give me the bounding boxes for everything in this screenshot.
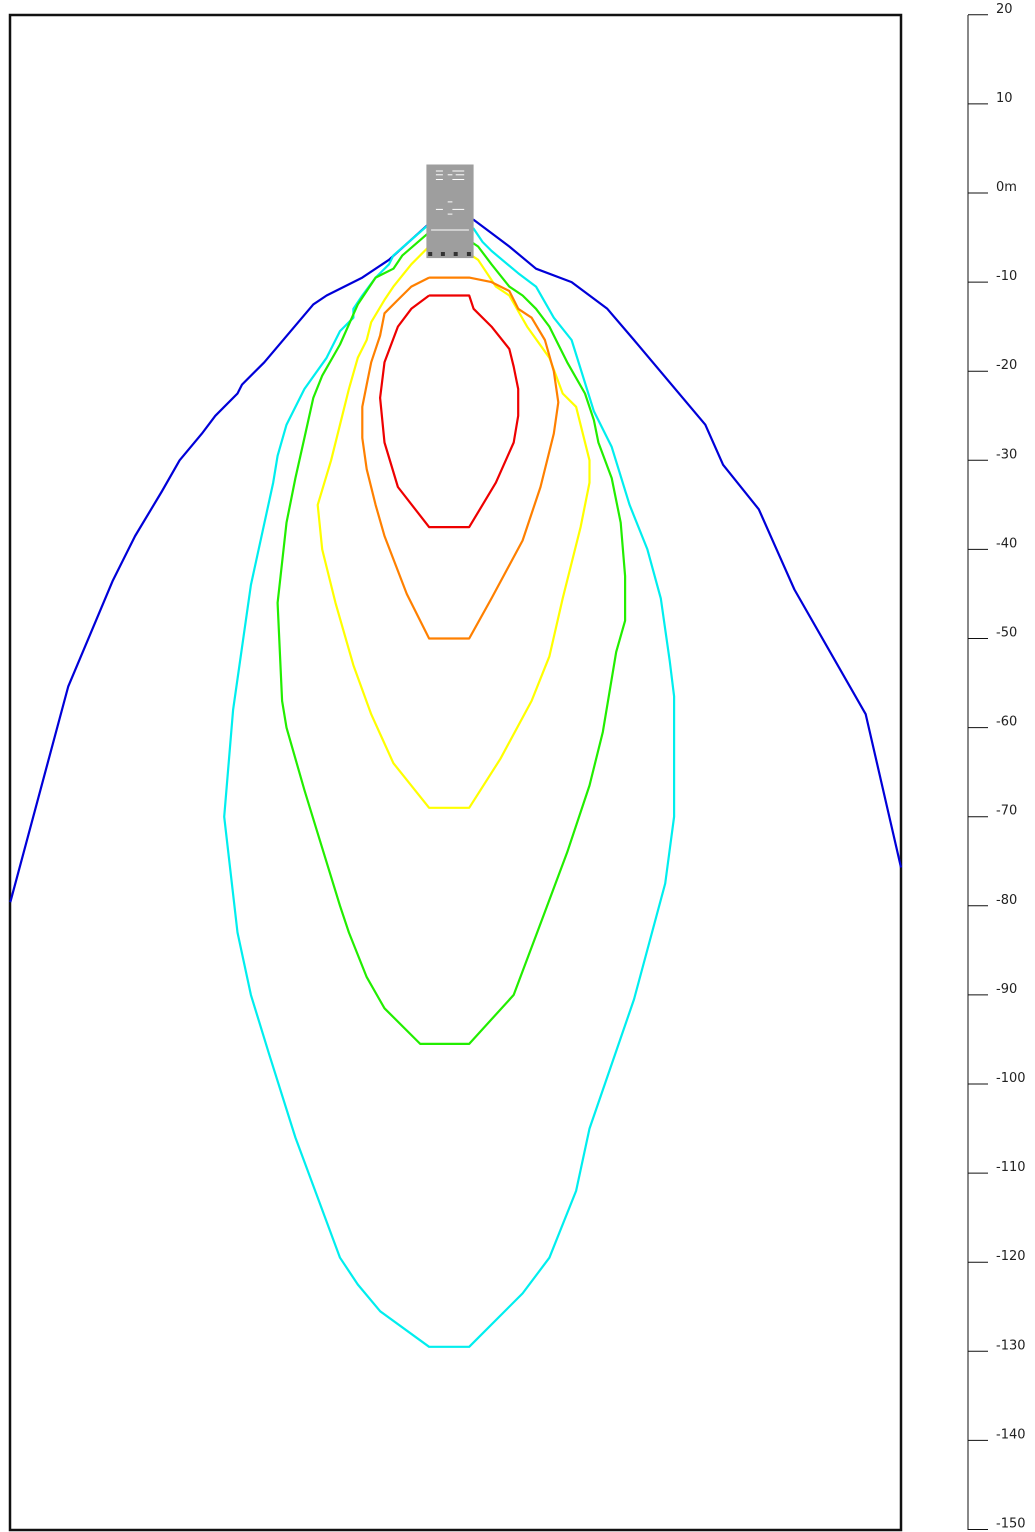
depth-scale: 20 10 0m -10 -20 -30 -40 -50 -60 -70 -80 -90 -100 -11… [967, 2, 1026, 1532]
vessel-detail [440, 252, 445, 256]
vessel-body [426, 164, 474, 259]
contour-green [276, 227, 627, 1046]
vessel-detail [453, 252, 458, 256]
vessel-icon [426, 164, 474, 259]
contour-lines [9, 218, 903, 1348]
scale-tick-label: -110 [996, 1160, 1026, 1175]
scale-tick-label: -70 [996, 804, 1017, 819]
scale-tick-label: 20 [996, 2, 1013, 17]
scale-tick-label: -90 [996, 982, 1017, 997]
scale-tick-label: -40 [996, 536, 1017, 551]
scale-tick-label: -80 [996, 893, 1017, 908]
scale-tick-label: -150 [996, 1517, 1026, 1532]
vessel-detail [466, 252, 471, 256]
vessel-detail [428, 252, 433, 256]
scale-tick-label: -10 [996, 269, 1017, 284]
contour-blue [9, 218, 903, 903]
scale-tick-label: -30 [996, 447, 1017, 462]
contour-red [379, 294, 520, 529]
scale-tick-label: -20 [996, 358, 1017, 373]
contour-cyan [223, 223, 676, 1348]
plot-frame [8, 13, 903, 1532]
scale-tick-label: -120 [996, 1249, 1026, 1264]
scale-tick-label: -50 [996, 626, 1017, 641]
scale-ticks: 20 10 0m -10 -20 -30 -40 -50 -60 -70 -80 -90 -100 -11… [968, 2, 1026, 1532]
scale-tick-label: -60 [996, 715, 1017, 730]
scale-tick-label: -140 [996, 1427, 1026, 1442]
scale-tick-label: 0m [996, 180, 1017, 195]
contour-orange [361, 276, 560, 640]
scale-tick-label: -130 [996, 1338, 1026, 1353]
scale-tick-label: 10 [996, 91, 1013, 106]
contour-yellow [316, 240, 591, 809]
scale-tick-label: -100 [996, 1071, 1026, 1086]
